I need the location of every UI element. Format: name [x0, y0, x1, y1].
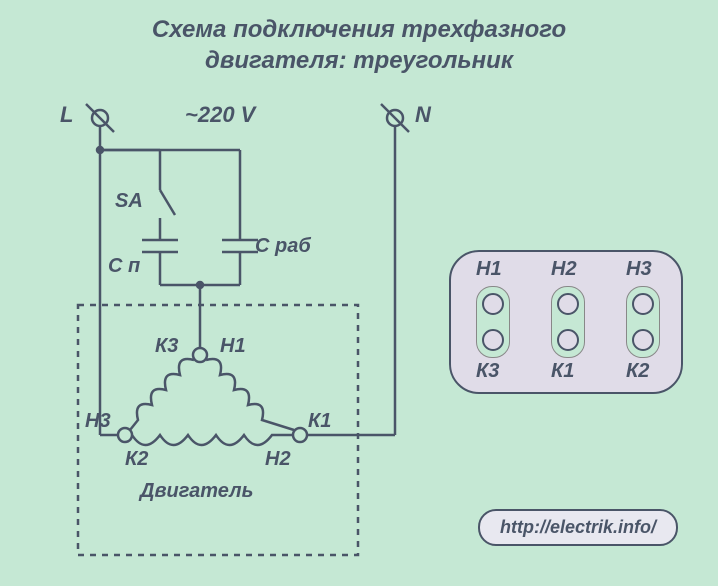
- label-SA: SA: [115, 190, 143, 213]
- title-line-1: Схема подключения трехфазного: [152, 16, 566, 43]
- term-k2: К2: [626, 360, 649, 383]
- term-h1: Н1: [476, 258, 502, 281]
- label-L: L: [60, 102, 73, 128]
- term-k1: К1: [551, 360, 574, 383]
- label-Cstart: С п: [108, 255, 140, 278]
- term-k3: К3: [476, 360, 499, 383]
- label-voltage: ~220 V: [185, 102, 255, 128]
- label-K2: К2: [125, 448, 148, 471]
- terminal-pill-2: [551, 286, 585, 358]
- terminal-dot: [482, 293, 504, 315]
- terminal-block: Н1 Н2 Н3 К3 К1 К2: [449, 250, 683, 394]
- title-line-2: двигателя: треугольник: [205, 47, 513, 74]
- source-url[interactable]: http://electrik.info/: [478, 509, 678, 546]
- page-title: Схема подключения трехфазного двигателя:…: [0, 0, 718, 76]
- term-h3: Н3: [626, 258, 652, 281]
- label-H3: Н3: [85, 410, 111, 433]
- terminal-dot: [482, 329, 504, 351]
- label-motor: Двигатель: [140, 480, 253, 503]
- label-K1: К1: [308, 410, 331, 433]
- label-K3: К3: [155, 335, 178, 358]
- terminal-dot: [557, 293, 579, 315]
- terminal-dot: [557, 329, 579, 351]
- label-H2: Н2: [265, 448, 291, 471]
- label-Crun: С раб: [255, 235, 311, 258]
- term-h2: Н2: [551, 258, 577, 281]
- label-N: N: [415, 102, 431, 128]
- terminal-dot: [632, 293, 654, 315]
- terminal-pill-1: [476, 286, 510, 358]
- terminal-dot: [632, 329, 654, 351]
- terminal-pill-3: [626, 286, 660, 358]
- url-text: http://electrik.info/: [500, 517, 656, 537]
- label-H1: Н1: [220, 335, 246, 358]
